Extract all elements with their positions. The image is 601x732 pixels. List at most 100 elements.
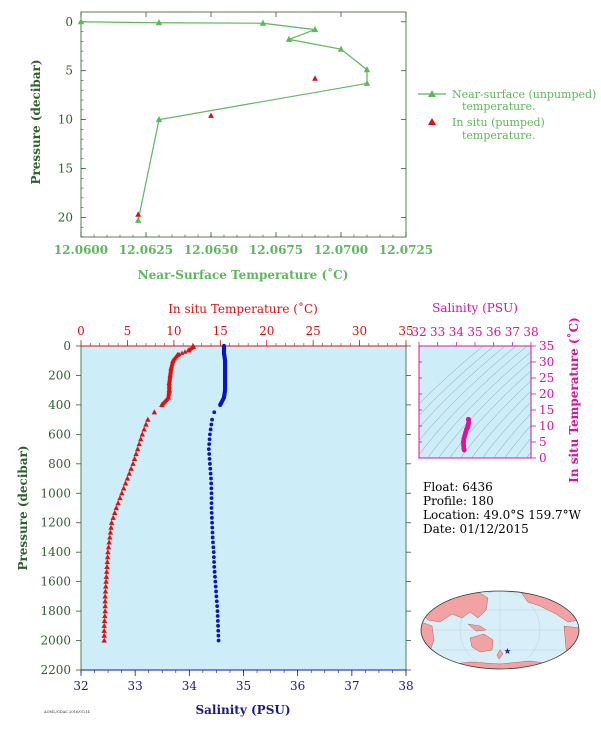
temperature-point (112, 509, 118, 516)
temperature-point (134, 446, 141, 452)
temperature-tick-label: 25 (306, 324, 321, 338)
ts-x-tick-label: 33 (430, 325, 445, 339)
salinity-point (216, 628, 221, 633)
float-id: Float: 6436 (423, 480, 493, 494)
salinity-point (214, 589, 218, 594)
near-surface-y-label: Pressure (decibar) (29, 59, 43, 184)
pressure-tick-label: 1400 (40, 545, 71, 559)
temperature-tick-label: 30 (352, 324, 367, 338)
float-location: Location: 49.0°S 159.7°W (423, 508, 582, 522)
near-surface-x-tick-label: 12.0725 (379, 243, 433, 257)
salinity-point (210, 530, 215, 535)
ts-x-tick-label: 36 (486, 325, 501, 339)
salinity-point (210, 520, 214, 525)
salinity-point (211, 540, 215, 545)
salinity-point (211, 545, 216, 550)
temperature-point (107, 529, 114, 535)
temperature-point (124, 475, 131, 481)
salinity-point (209, 501, 214, 505)
salinity-point (213, 584, 218, 589)
salinity-point (215, 619, 220, 623)
temperature-point (128, 465, 134, 471)
ts-y-tick-label: 35 (539, 339, 554, 353)
temperature-point (121, 485, 127, 491)
near-surface-unpumped-point (285, 35, 293, 42)
salinity-point (209, 496, 214, 501)
salinity-point (208, 466, 213, 471)
profile-number: Profile: 180 (423, 494, 494, 508)
ts-y-tick-label: 15 (539, 403, 554, 417)
salinity-point (216, 633, 221, 638)
temperature-point (104, 559, 111, 565)
salinity-point (215, 604, 220, 609)
land-indonesia (467, 623, 487, 632)
near-surface-unpumped-point (363, 79, 371, 86)
temperature-tick-label: 15 (213, 324, 228, 338)
float-position-star-icon (504, 648, 511, 654)
temperature-point (117, 495, 123, 501)
pressure-tick-label: 0 (63, 339, 71, 353)
temperature-point (102, 598, 108, 604)
ts-x-ticks: 32 33 34 35 36 37 38 (411, 325, 539, 346)
salinity-point (212, 560, 216, 564)
salinity-tick-label: 35 (236, 679, 251, 693)
salinity-tick-label: 38 (398, 679, 413, 693)
temperature-point (101, 637, 107, 643)
legend-label-pumped-1: In situ (pumped) (452, 116, 545, 129)
salinity-tick-label: 37 (344, 679, 359, 693)
near-surface-y-tick-label: 10 (58, 113, 73, 127)
near-surface-unpumped-point (363, 66, 371, 73)
legend-label-unpumped-2: temperature. (462, 100, 536, 113)
near-surface-y-tick-label: 5 (65, 64, 73, 78)
salinity-point (209, 486, 214, 491)
temperature-point (138, 436, 144, 442)
ts-y-tick-label: 5 (539, 435, 547, 449)
temperature-point (136, 441, 142, 447)
location-map (420, 590, 580, 670)
near-surface-pumped-point (135, 211, 142, 217)
temperature-point (105, 549, 111, 555)
temperature-point (182, 349, 188, 354)
near-surface-y-tick-label: 0 (65, 15, 73, 29)
temperature-point (101, 627, 107, 633)
legend-red-triangle-icon (428, 118, 436, 125)
ts-y-ticks: 0 5 10 15 20 25 30 35 (419, 339, 554, 465)
near-surface-unpumped-point (134, 216, 142, 223)
temperature-axis-ticks: 0 5 10 15 20 25 30 35 (77, 324, 414, 347)
near-surface-pumped-point (208, 112, 214, 118)
salinity-point (210, 535, 215, 540)
pressure-tick-label: 1800 (40, 604, 71, 618)
near-surface-unpumped-point (155, 19, 163, 26)
legend-label-pumped-2: temperature. (462, 129, 536, 142)
near-surface-series (77, 18, 371, 223)
temperature-point (103, 568, 110, 574)
footer-code: AOML/GDAC 2016/01/14 (43, 710, 90, 714)
map-marker-group (504, 648, 511, 654)
near-surface-legend: Near-surface (unpumped) temperature. In … (418, 88, 596, 142)
temperature-point (122, 480, 129, 486)
legend-label-unpumped-1: Near-surface (unpumped) (452, 88, 596, 101)
temperature-point (108, 519, 115, 525)
near-surface-y-tick-label: 15 (58, 162, 73, 176)
temperature-point (130, 460, 136, 466)
salinity-axis-ticks: 32 33 34 35 36 37 38 (73, 670, 414, 693)
temperature-point (102, 593, 108, 599)
map-outline (420, 590, 580, 670)
pressure-tick-label: 2200 (40, 663, 71, 677)
profile-series (101, 343, 228, 643)
temperature-point (185, 348, 191, 353)
salinity-point (212, 569, 217, 574)
temperature-point (103, 583, 109, 589)
near-surface-x-tick-label: 12.0700 (314, 243, 368, 257)
temperature-point (102, 613, 108, 619)
temperature-point (106, 539, 112, 545)
temperature-point (103, 578, 109, 584)
salinity-point (213, 574, 217, 579)
density-contour (449, 370, 531, 458)
salinity-tick-label: 33 (128, 679, 143, 693)
salinity-point (213, 579, 218, 584)
density-contour (438, 360, 531, 458)
salinity-point (209, 491, 214, 496)
salinity-point (208, 461, 212, 466)
